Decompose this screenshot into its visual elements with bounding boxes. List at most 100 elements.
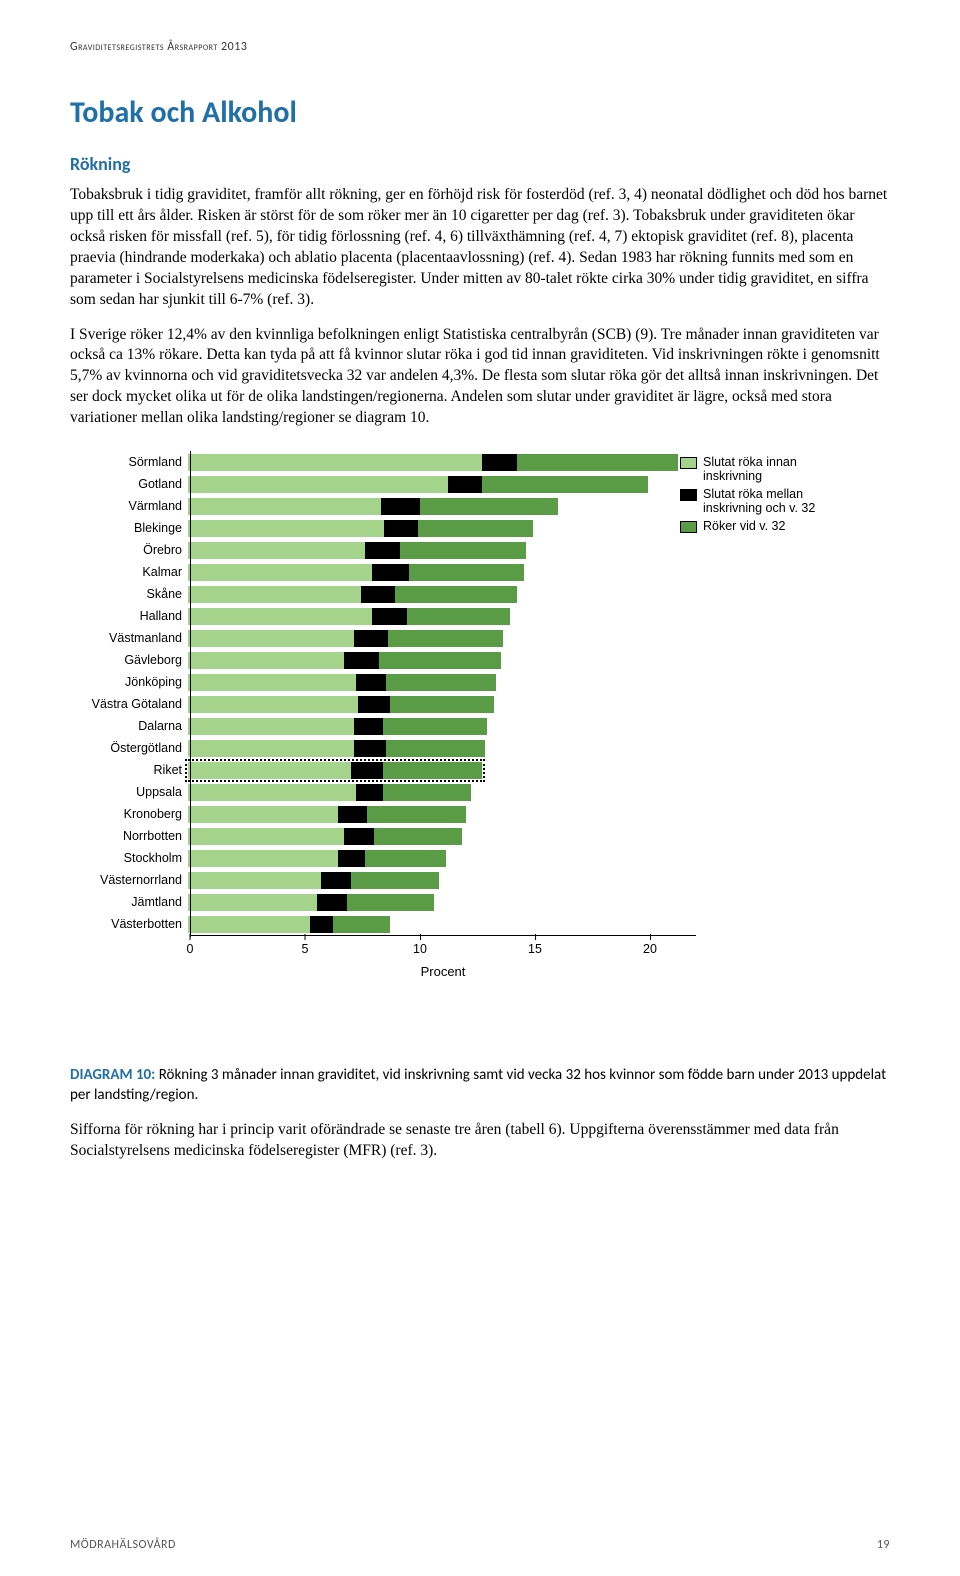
chart-bar-segment (354, 718, 384, 735)
chart-bar-segment (188, 916, 310, 933)
chart-row: Stockholm (70, 847, 850, 869)
chart-bar-segment (188, 740, 354, 757)
chart-bar-segment (420, 498, 558, 515)
chart-bar (188, 696, 494, 713)
chart-bar-segment (344, 652, 379, 669)
chart-bar-segment (338, 850, 366, 867)
chart-row-label: Halland (70, 609, 188, 623)
chart-bar-segment (390, 696, 494, 713)
chart-bar-segment (482, 454, 517, 471)
chart-bar-segment (383, 762, 482, 779)
x-tick: 10 (413, 942, 427, 956)
chart-bar-segment (354, 740, 386, 757)
chart-row-label: Blekinge (70, 521, 188, 535)
chart-row-label: Skåne (70, 587, 188, 601)
chart-bar-segment (347, 894, 434, 911)
x-tick: 5 (302, 942, 309, 956)
chart-bar-segment (188, 894, 317, 911)
footer-page-number: 19 (877, 1538, 890, 1552)
chart-bar-segment (383, 718, 487, 735)
chart-bar-segment (188, 762, 351, 779)
chart-caption: DIAGRAM 10: Rökning 3 månader innan grav… (70, 1065, 890, 1106)
chart-bar-segment (386, 674, 496, 691)
chart-row-label: Västmanland (70, 631, 188, 645)
chart-row: Östergötland (70, 737, 850, 759)
chart-bar-segment (188, 476, 448, 493)
legend-swatch (680, 489, 697, 501)
chart-bar-segment (310, 916, 333, 933)
chart-row-label: Uppsala (70, 785, 188, 799)
chart-bar-segment (333, 916, 391, 933)
chart-bar (188, 542, 526, 559)
chart-row: Skåne (70, 583, 850, 605)
chart-bar (188, 630, 503, 647)
chart-bar-segment (188, 608, 372, 625)
chart-row-label: Östergötland (70, 741, 188, 755)
chart-row-label: Jämtland (70, 895, 188, 909)
x-axis-label: Procent (421, 964, 466, 979)
chart-bar-segment (388, 630, 503, 647)
chart-bar-segment (188, 784, 356, 801)
chart-row: Gävleborg (70, 649, 850, 671)
chart-legend: Slutat röka innan inskrivningSlutat röka… (680, 455, 850, 537)
x-tick: 15 (528, 942, 542, 956)
chart-bar-segment (188, 454, 482, 471)
chart-bar-segment (188, 498, 381, 515)
chart-bar-segment (379, 652, 501, 669)
chart-row-label: Riket (70, 763, 188, 777)
chart-bar-segment (365, 542, 400, 559)
chart-bar-segment (321, 872, 351, 889)
chart-bar (188, 652, 501, 669)
chart-row-label: Gävleborg (70, 653, 188, 667)
chart-row: Jämtland (70, 891, 850, 913)
chart-row: Västra Götaland (70, 693, 850, 715)
chart-bar-segment (418, 520, 533, 537)
chart-row-label: Dalarna (70, 719, 188, 733)
chart-bar-segment (482, 476, 648, 493)
chart-row: Jönköping (70, 671, 850, 693)
chart-bar-segment (365, 850, 446, 867)
chart-bar-segment (188, 872, 321, 889)
chart-row-label: Västerbotten (70, 917, 188, 931)
chart-row-label: Västra Götaland (70, 697, 188, 711)
chart-x-axis: 05101520Procent (190, 935, 696, 971)
chart-bar (188, 608, 510, 625)
chart-bar-segment (188, 674, 356, 691)
chart-bar (188, 586, 517, 603)
chart-row-label: Örebro (70, 543, 188, 557)
chart-bar (188, 718, 487, 735)
chart-row-label: Stockholm (70, 851, 188, 865)
chart-bar-segment (188, 850, 338, 867)
chart-bar-segment (188, 652, 344, 669)
chart-bar-segment (188, 520, 384, 537)
chart-bar-segment (374, 828, 461, 845)
chart-bar-segment (188, 696, 358, 713)
chart-bar-segment (354, 630, 389, 647)
legend-label: Slutat röka innan inskrivning (703, 455, 850, 483)
chart-bar (188, 784, 471, 801)
chart-row: Riket (70, 759, 850, 781)
legend-swatch (680, 457, 697, 469)
chart-bar-segment (351, 872, 438, 889)
chart-bar-segment (367, 806, 466, 823)
chart-bar (188, 520, 533, 537)
chart-row: Kronoberg (70, 803, 850, 825)
chart-row: Norrbotten (70, 825, 850, 847)
chart-row-label: Gotland (70, 477, 188, 491)
x-tick: 0 (187, 942, 194, 956)
chart-bar-segment (188, 564, 372, 581)
caption-lead: DIAGRAM 10: (70, 1066, 155, 1084)
chart-row-label: Norrbotten (70, 829, 188, 843)
chart-bar (188, 872, 439, 889)
chart-bar-segment (381, 498, 420, 515)
chart-bar-segment (407, 608, 511, 625)
chart-bar (188, 762, 482, 779)
chart-bar (188, 454, 678, 471)
diagram-10-chart: SörmlandGotlandVärmlandBlekingeÖrebroKal… (70, 443, 890, 1051)
chart-bar-segment (344, 828, 374, 845)
chart-bar (188, 498, 558, 515)
chart-bar-segment (188, 630, 354, 647)
chart-bar-segment (395, 586, 517, 603)
body-paragraph: Sifforna för rökning har i princip varit… (70, 1120, 890, 1162)
chart-row-label: Västernorrland (70, 873, 188, 887)
